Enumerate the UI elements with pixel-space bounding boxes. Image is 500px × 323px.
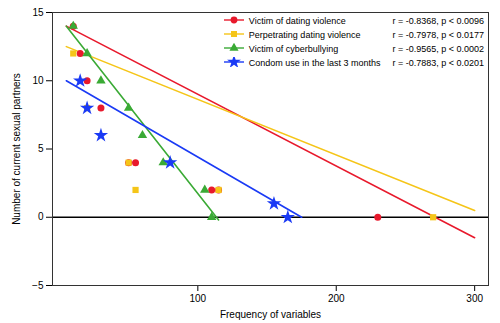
- svg-text:5: 5: [38, 143, 44, 154]
- svg-text:10: 10: [32, 75, 44, 86]
- svg-text:Frequency of variables: Frequency of variables: [220, 309, 321, 320]
- html-text:r = -0.7978, p < 0.0177: r = -0.7978, p < 0.0177: [392, 30, 484, 40]
- html-text:Condom use in the last 3 month: Condom use in the last 3 months: [248, 58, 381, 68]
- svg-text:Number of current sexual partn: Number of current sexual partners: [11, 73, 22, 225]
- html-text:Victim of cyberbullying: Victim of cyberbullying: [248, 44, 339, 54]
- html-text:Victim of dating violence: Victim of dating violence: [248, 16, 346, 26]
- svg-text:15: 15: [32, 7, 44, 18]
- html-text:r = -0.7883, p < 0.0201: r = -0.7883, p < 0.0201: [392, 58, 484, 68]
- svg-text:200: 200: [328, 293, 345, 304]
- html-text:Perpetrating dating violence: Perpetrating dating violence: [248, 30, 361, 40]
- svg-text:−5: −5: [32, 280, 44, 291]
- html-text:r = -0.8368, p < 0.0096: r = -0.8368, p < 0.0096: [392, 16, 484, 26]
- svg-text:100: 100: [189, 293, 206, 304]
- svg-text:0: 0: [38, 211, 44, 222]
- html-text:r = -0.9565, p < 0.0002: r = -0.9565, p < 0.0002: [392, 44, 484, 54]
- svg-text:300: 300: [466, 293, 483, 304]
